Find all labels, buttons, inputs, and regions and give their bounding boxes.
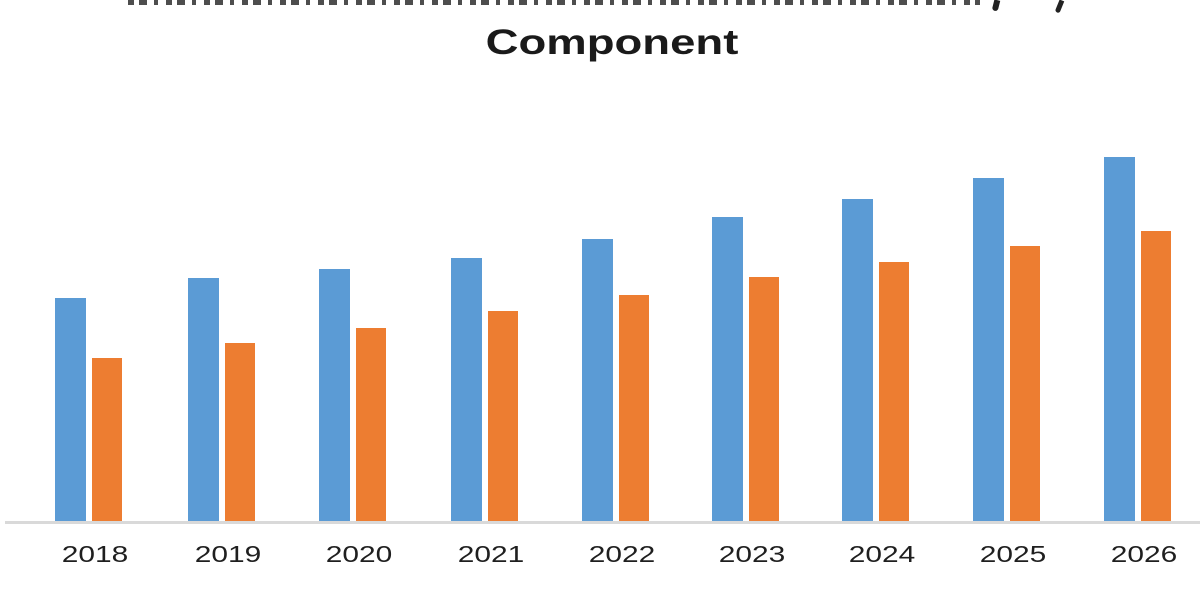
x-tick-label-2023: 2023 <box>718 541 786 567</box>
x-tick-label-2022: 2022 <box>588 541 656 567</box>
chart-title: Component <box>485 23 739 62</box>
bar-2019-series-blue <box>188 278 219 522</box>
bar-2024-series-blue <box>842 199 873 522</box>
bar-2022-series-blue <box>582 239 613 522</box>
bar-2019-series-orange <box>225 343 255 522</box>
x-tick-label-2021: 2021 <box>457 541 525 567</box>
cropped-title-line1-fragments <box>128 0 980 5</box>
bar-2026-series-orange <box>1141 231 1171 522</box>
x-tick-label-2024: 2024 <box>848 541 916 567</box>
bar-2023-series-orange <box>749 277 779 522</box>
bar-2023-series-blue <box>712 217 743 522</box>
bar-2021-series-orange <box>488 311 518 522</box>
bar-2025-series-orange <box>1010 246 1040 522</box>
x-tick-label-2025: 2025 <box>979 541 1047 567</box>
bar-2025-series-blue <box>973 178 1004 522</box>
bar-2021-series-blue <box>451 258 482 522</box>
bar-2020-series-blue <box>319 269 350 522</box>
x-tick-label-2026: 2026 <box>1110 541 1178 567</box>
x-tick-label-2018: 2018 <box>61 541 129 567</box>
bar-2026-series-blue <box>1104 157 1135 522</box>
bar-2020-series-orange <box>356 328 386 522</box>
x-tick-label-2020: 2020 <box>325 541 393 567</box>
bar-2018-series-orange <box>92 358 122 522</box>
bar-2024-series-orange <box>879 262 909 522</box>
bar-2018-series-blue <box>55 298 86 522</box>
bar-2022-series-orange <box>619 295 649 522</box>
x-axis-line <box>5 521 1200 524</box>
x-tick-label-2019: 2019 <box>194 541 262 567</box>
